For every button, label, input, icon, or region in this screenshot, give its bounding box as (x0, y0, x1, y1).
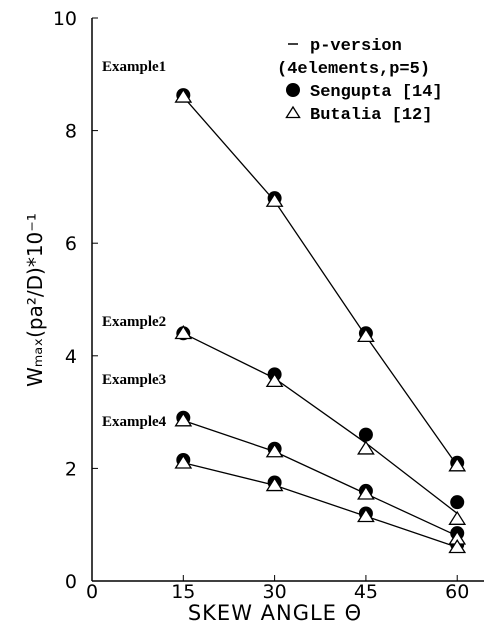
circle-marker (450, 495, 465, 510)
legend-label: Sengupta [14] (310, 83, 443, 102)
triangle-marker (265, 372, 284, 388)
triangle-marker (448, 538, 467, 554)
y-tick-label: 10 (53, 8, 77, 30)
x-tick-label: 0 (86, 581, 98, 603)
triangle-marker (265, 477, 284, 492)
y-tick-label: 6 (65, 233, 77, 255)
annotation: Example4 (102, 414, 167, 430)
legend-label: p-version (310, 37, 402, 56)
triangle-marker (357, 485, 375, 500)
triangle-marker (174, 454, 193, 469)
legend-note: (4elements,p=5) (277, 60, 430, 79)
legend-circle (286, 83, 300, 97)
triangle-marker (174, 325, 193, 340)
triangle-marker (448, 510, 467, 525)
triangle-marker (357, 327, 375, 342)
line (183, 332, 458, 514)
triangle-marker (265, 192, 284, 207)
x-tick-label: 15 (171, 581, 195, 603)
circle-marker (358, 427, 373, 442)
y-tick-label: 2 (65, 458, 77, 480)
line (183, 419, 458, 537)
y-tick-label: 0 (65, 571, 77, 593)
x-axis-label: SKEW ANGLE Θ (188, 601, 362, 625)
triangle-marker (174, 88, 193, 103)
line (182, 96, 458, 466)
triangle-marker (357, 508, 375, 523)
y-tick-label: 4 (65, 346, 77, 368)
annotation: Example1 (102, 59, 166, 75)
x-tick-label: 60 (445, 581, 469, 603)
line (183, 462, 458, 548)
annotation: Example3 (102, 372, 166, 388)
legend-label: Butalia [12] (310, 106, 432, 125)
triangle-marker (357, 440, 375, 455)
legend-triangle (285, 105, 301, 119)
x-tick-label: 45 (354, 581, 378, 603)
triangle-marker (174, 412, 193, 427)
triangle-marker (448, 457, 467, 472)
x-tick-label: 30 (263, 581, 287, 603)
triangle-marker (265, 443, 284, 458)
annotation: Example2 (102, 314, 166, 330)
y-tick-label: 8 (65, 121, 77, 143)
y-axis-label: Wₘₐₓ(pa²/D)*10⁻¹ (23, 213, 47, 387)
